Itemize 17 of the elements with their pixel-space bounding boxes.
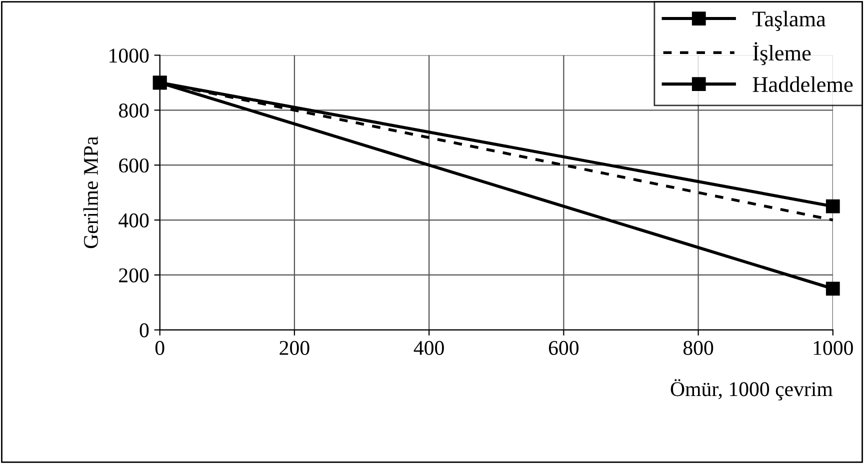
x-tick-label: 1000 [814, 340, 853, 355]
legend-label: Taşlama [752, 10, 826, 32]
x-tick-label: 400 [414, 340, 444, 355]
legend-label: İşleme [753, 42, 811, 66]
y-tick-label: 800 [118, 104, 149, 118]
x-axis-title: Ömür, 1000 çevrim [670, 379, 833, 400]
x-tick-label: 600 [548, 340, 579, 355]
x-tick-label: 0 [155, 340, 164, 355]
y-tick-label: 200 [119, 268, 149, 282]
x-tick-label: 200 [280, 340, 310, 355]
y-tick-label: 400 [118, 213, 149, 228]
y-axis-title: Gerilme MPa [83, 136, 98, 248]
y-tick-label: 1000 [110, 48, 149, 63]
y-tick-label: 0 [140, 323, 149, 338]
legend-label: Haddeleme [752, 76, 853, 92]
x-tick-label: 800 [683, 340, 714, 355]
y-tick-label: 600 [119, 158, 149, 173]
